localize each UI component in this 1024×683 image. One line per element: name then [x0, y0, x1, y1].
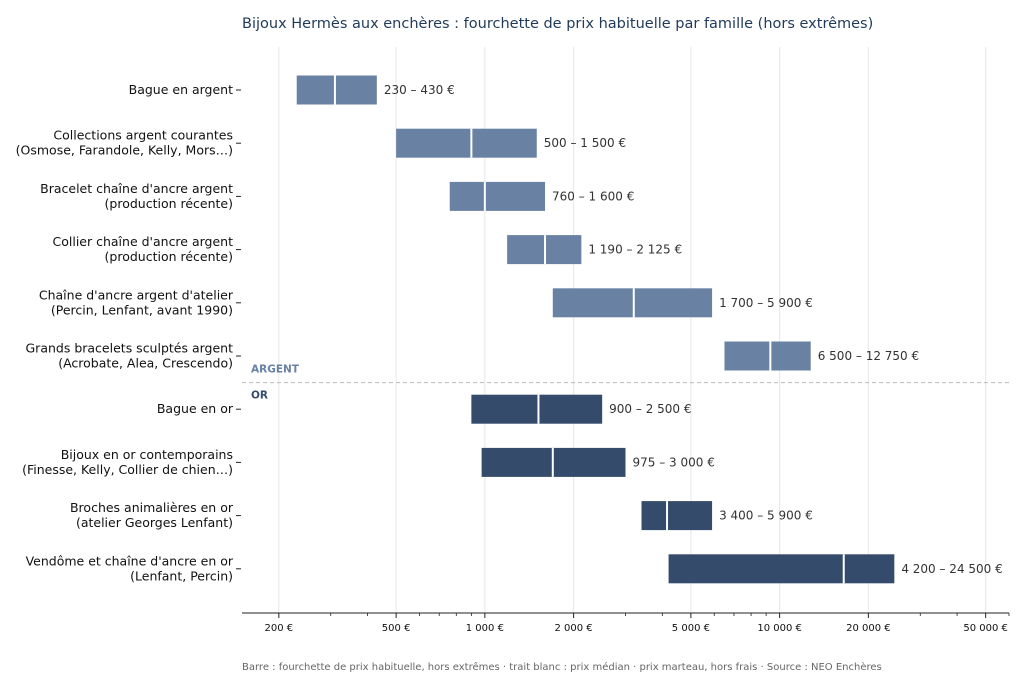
x-tick-label: 5 000 €: [672, 623, 710, 634]
group-label-or: OR: [251, 390, 268, 402]
range-bar: [641, 501, 713, 531]
x-tick-label: 1 000 €: [466, 623, 504, 634]
range-bar: [296, 75, 377, 105]
data-label: 3 400 – 5 900 €: [719, 509, 813, 523]
category-label: Bracelet chaîne d'ancre argent: [40, 181, 233, 196]
category-label: (production récente): [105, 249, 233, 264]
x-tick-label: 10 000 €: [757, 623, 802, 634]
category-label: Grands bracelets sculptés argent: [26, 341, 234, 356]
category-label: Bague en argent: [129, 82, 233, 97]
data-label: 4 200 – 24 500 €: [901, 562, 1002, 576]
chart-footer: Barre : fourchette de prix habituelle, h…: [242, 661, 882, 673]
category-label: (production récente): [105, 196, 233, 211]
grid-lines: [242, 47, 1009, 613]
chart-title: Bijoux Hermès aux enchères : fourchette …: [242, 16, 873, 32]
category-label: Chaîne d'ancre argent d'atelier: [39, 287, 234, 302]
category-label: Bijoux en or contemporains: [61, 447, 233, 462]
category-label: Bague en or: [157, 401, 234, 416]
category-label: Vendôme et chaîne d'ancre en or: [26, 553, 234, 568]
category-label: (Percin, Lenfant, avant 1990): [51, 302, 233, 317]
category-label: (Acrobate, Alea, Crescendo): [58, 356, 233, 371]
category-label: (Lenfant, Percin): [130, 568, 233, 583]
data-label: 6 500 – 12 750 €: [818, 349, 919, 363]
x-tick-label: 2 000 €: [555, 623, 593, 634]
x-axis: 200 € 500 € 1 000 € 2 000 € 5 000 € 10 000 € 2…: [236, 89, 1010, 634]
range-bar: [552, 288, 713, 318]
data-label: 1 700 – 5 900 €: [719, 296, 813, 310]
range-bar: [396, 128, 537, 158]
x-tick-label: 50 000 €: [963, 623, 1008, 634]
group-label-argent: ARGENT: [251, 364, 300, 376]
category-label: Broches animalières en or: [70, 500, 234, 515]
category-label: (Finesse, Kelly, Collier de chien…): [22, 462, 233, 477]
range-bar: [471, 394, 603, 424]
range-bar: [724, 341, 811, 371]
range-bar: [668, 554, 895, 584]
category-label: (Osmose, Farandole, Kelly, Mors…): [16, 143, 233, 158]
x-tick-label: 500 €: [382, 623, 411, 634]
category-label: Collier chaîne d'ancre argent: [53, 234, 234, 249]
data-label: 760 – 1 600 €: [552, 189, 634, 203]
data-label: 1 190 – 2 125 €: [588, 243, 682, 257]
data-label: 230 – 430 €: [384, 83, 455, 97]
data-label: 500 – 1 500 €: [544, 136, 626, 150]
category-labels: Bague en argent Collections argent couran…: [16, 82, 300, 583]
bars: 230 – 430 € 500 – 1 500 € 760 – 1 600 € 1 1…: [296, 75, 1003, 584]
x-tick-label: 200 €: [265, 623, 294, 634]
category-label: Collections argent courantes: [53, 128, 233, 143]
range-bar: [449, 181, 546, 211]
data-label: 975 – 3 000 €: [633, 455, 715, 469]
data-label: 900 – 2 500 €: [609, 402, 691, 416]
x-tick-label: 20 000 €: [846, 623, 891, 634]
category-label: (atelier Georges Lenfant): [76, 515, 233, 530]
